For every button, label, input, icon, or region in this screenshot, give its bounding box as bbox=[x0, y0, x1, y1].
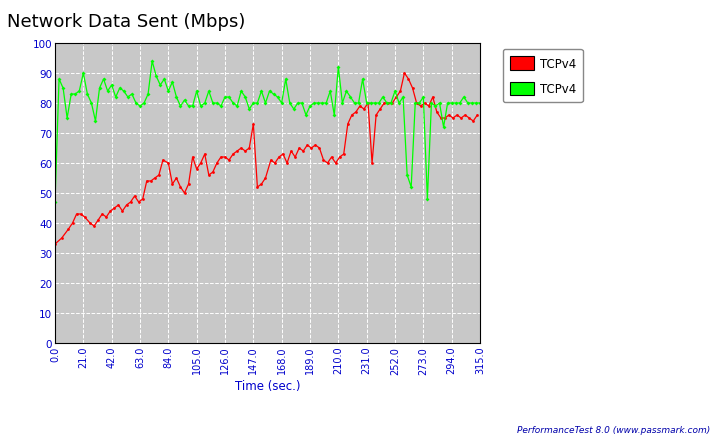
Text: PerformanceTest 8.0 (www.passmark.com): PerformanceTest 8.0 (www.passmark.com) bbox=[516, 424, 710, 434]
Legend: TCPv4, TCPv4: TCPv4, TCPv4 bbox=[503, 50, 583, 103]
Text: Network Data Sent (Mbps): Network Data Sent (Mbps) bbox=[7, 13, 245, 31]
X-axis label: Time (sec.): Time (sec.) bbox=[234, 379, 300, 392]
